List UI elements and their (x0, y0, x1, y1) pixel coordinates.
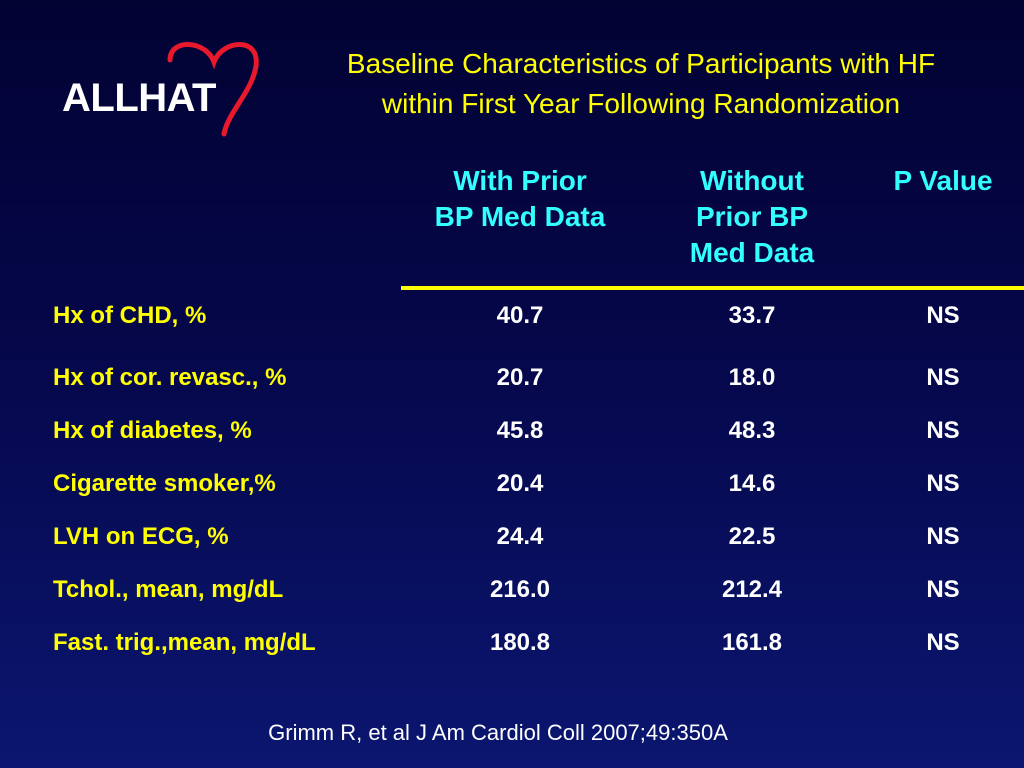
p-value: NS (926, 470, 960, 497)
without-prior-value: 161.8 (721, 629, 783, 656)
without-prior-value: 212.4 (721, 576, 783, 603)
citation: Grimm R, et al J Am Cardiol Coll 2007;49… (268, 720, 728, 745)
p-value: NS (926, 364, 960, 391)
with-prior-value: 216.0 (489, 576, 551, 603)
column-header-with-prior: With Prior BP Med Data (410, 163, 630, 235)
column-header-without-prior: Without Prior BP Med Data (652, 163, 852, 271)
column-header-line: Without (700, 165, 804, 196)
table-row: Cigarette smoker,% 20.4 14.6 NS (0, 464, 1024, 504)
with-prior-value: 24.4 (496, 523, 544, 550)
row-label: Cigarette smoker,% (53, 470, 276, 497)
heart-icon (167, 42, 259, 137)
with-prior-value: 180.8 (489, 629, 551, 656)
table-row: Tchol., mean, mg/dL 216.0 212.4 NS (0, 570, 1024, 610)
without-prior-value: 33.7 (728, 302, 776, 329)
p-value: NS (926, 576, 960, 603)
with-prior-value: 40.7 (496, 302, 544, 329)
column-header-line: BP Med Data (434, 201, 606, 232)
column-header-line: P Value (893, 165, 993, 196)
slide-title: Baseline Characteristics of Participants… (270, 44, 1012, 124)
without-prior-value: 22.5 (728, 523, 776, 550)
title-line-1: Baseline Characteristics of Participants… (346, 48, 936, 79)
table-row: Hx of CHD, % 40.7 33.7 NS (0, 296, 1024, 336)
table-row: Hx of diabetes, % 45.8 48.3 NS (0, 411, 1024, 451)
row-label: Fast. trig.,mean, mg/dL (53, 629, 316, 656)
column-header-line: With Prior (453, 165, 587, 196)
row-label: Tchol., mean, mg/dL (53, 576, 284, 603)
without-prior-value: 14.6 (728, 470, 776, 497)
without-prior-value: 48.3 (728, 417, 776, 444)
table-row: Fast. trig.,mean, mg/dL 180.8 161.8 NS (0, 623, 1024, 663)
row-label: Hx of cor. revasc., % (53, 364, 287, 391)
table-row: LVH on ECG, % 24.4 22.5 NS (0, 517, 1024, 557)
p-value: NS (926, 417, 960, 444)
allhat-logo: ALLHAT (58, 38, 268, 138)
p-value: NS (926, 302, 960, 329)
row-label: Hx of diabetes, % (53, 417, 252, 444)
with-prior-value: 45.8 (496, 417, 544, 444)
column-header-p-value: P Value (858, 163, 1024, 199)
logo-text: ALLHAT (62, 76, 217, 120)
p-value: NS (926, 629, 960, 656)
title-line-2: within First Year Following Randomizatio… (381, 88, 901, 119)
with-prior-value: 20.7 (496, 364, 544, 391)
row-label: Hx of CHD, % (53, 302, 207, 329)
column-header-line: Prior BP (695, 201, 809, 232)
p-value: NS (926, 523, 960, 550)
header-divider (401, 286, 1024, 290)
row-label: LVH on ECG, % (53, 523, 229, 550)
without-prior-value: 18.0 (728, 364, 776, 391)
with-prior-value: 20.4 (496, 470, 544, 497)
table-row: Hx of cor. revasc., % 20.7 18.0 NS (0, 358, 1024, 398)
column-header-line: Med Data (689, 237, 815, 268)
